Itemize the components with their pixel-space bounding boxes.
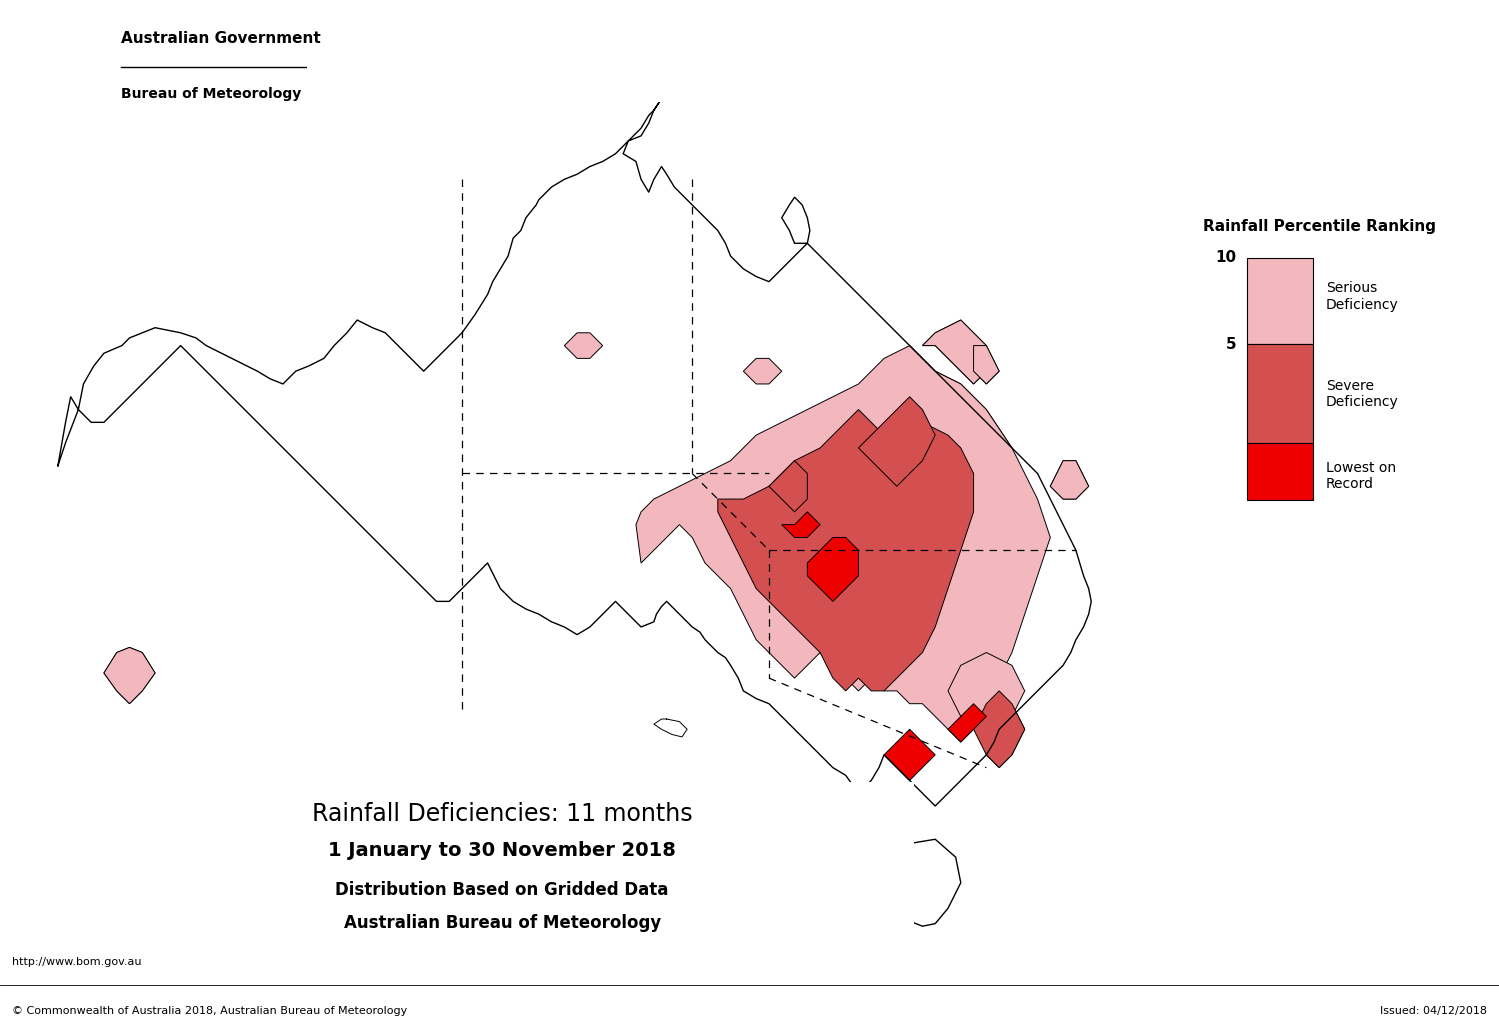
Polygon shape (718, 410, 973, 690)
Polygon shape (808, 537, 859, 601)
Polygon shape (808, 537, 859, 601)
Polygon shape (636, 346, 1051, 742)
Polygon shape (973, 346, 1000, 384)
Bar (1247, 443, 1313, 500)
Text: Distribution Based on Gridded Data: Distribution Based on Gridded Data (336, 881, 669, 898)
Polygon shape (769, 461, 808, 511)
Polygon shape (922, 320, 986, 384)
Polygon shape (884, 730, 935, 780)
Polygon shape (636, 346, 1051, 742)
Text: Australian Government: Australian Government (121, 31, 321, 45)
Polygon shape (859, 397, 935, 487)
Polygon shape (782, 511, 820, 537)
Polygon shape (973, 690, 1025, 768)
Polygon shape (564, 332, 603, 358)
Bar (1247, 344, 1313, 443)
Polygon shape (866, 840, 961, 926)
Polygon shape (103, 647, 154, 704)
Polygon shape (884, 730, 935, 780)
Polygon shape (973, 690, 1025, 768)
Polygon shape (564, 332, 603, 358)
Polygon shape (718, 410, 973, 690)
Text: Severe
Deficiency: Severe Deficiency (1325, 379, 1399, 409)
Text: http://www.bom.gov.au: http://www.bom.gov.au (12, 957, 141, 967)
Text: © Commonwealth of Australia 2018, Australian Bureau of Meteorology: © Commonwealth of Australia 2018, Austra… (12, 1006, 408, 1017)
Polygon shape (947, 652, 1025, 742)
Polygon shape (654, 719, 687, 737)
Text: Serious
Deficiency: Serious Deficiency (1325, 282, 1399, 312)
Text: Lowest on
Record: Lowest on Record (1325, 461, 1396, 491)
Polygon shape (1051, 461, 1088, 499)
Text: Australian Bureau of Meteorology: Australian Bureau of Meteorology (343, 914, 661, 931)
Text: Rainfall Deficiencies: 11 months: Rainfall Deficiencies: 11 months (312, 802, 693, 826)
Text: 1 January to 30 November 2018: 1 January to 30 November 2018 (328, 842, 676, 860)
Polygon shape (922, 320, 986, 384)
Polygon shape (103, 647, 154, 704)
Polygon shape (859, 397, 935, 487)
Polygon shape (947, 652, 1025, 742)
Polygon shape (782, 511, 820, 537)
Text: Issued: 04/12/2018: Issued: 04/12/2018 (1381, 1006, 1487, 1017)
Text: 5: 5 (1226, 336, 1237, 352)
Polygon shape (744, 358, 782, 384)
Polygon shape (769, 461, 808, 511)
Polygon shape (744, 358, 782, 384)
Bar (1247, 257, 1313, 344)
Polygon shape (947, 704, 986, 742)
Text: Bureau of Meteorology: Bureau of Meteorology (121, 86, 301, 101)
Polygon shape (1051, 461, 1088, 499)
Polygon shape (947, 704, 986, 742)
Polygon shape (58, 103, 1091, 806)
Text: Rainfall Percentile Ranking: Rainfall Percentile Ranking (1202, 219, 1436, 234)
Text: 10: 10 (1216, 250, 1237, 265)
Polygon shape (973, 346, 1000, 384)
